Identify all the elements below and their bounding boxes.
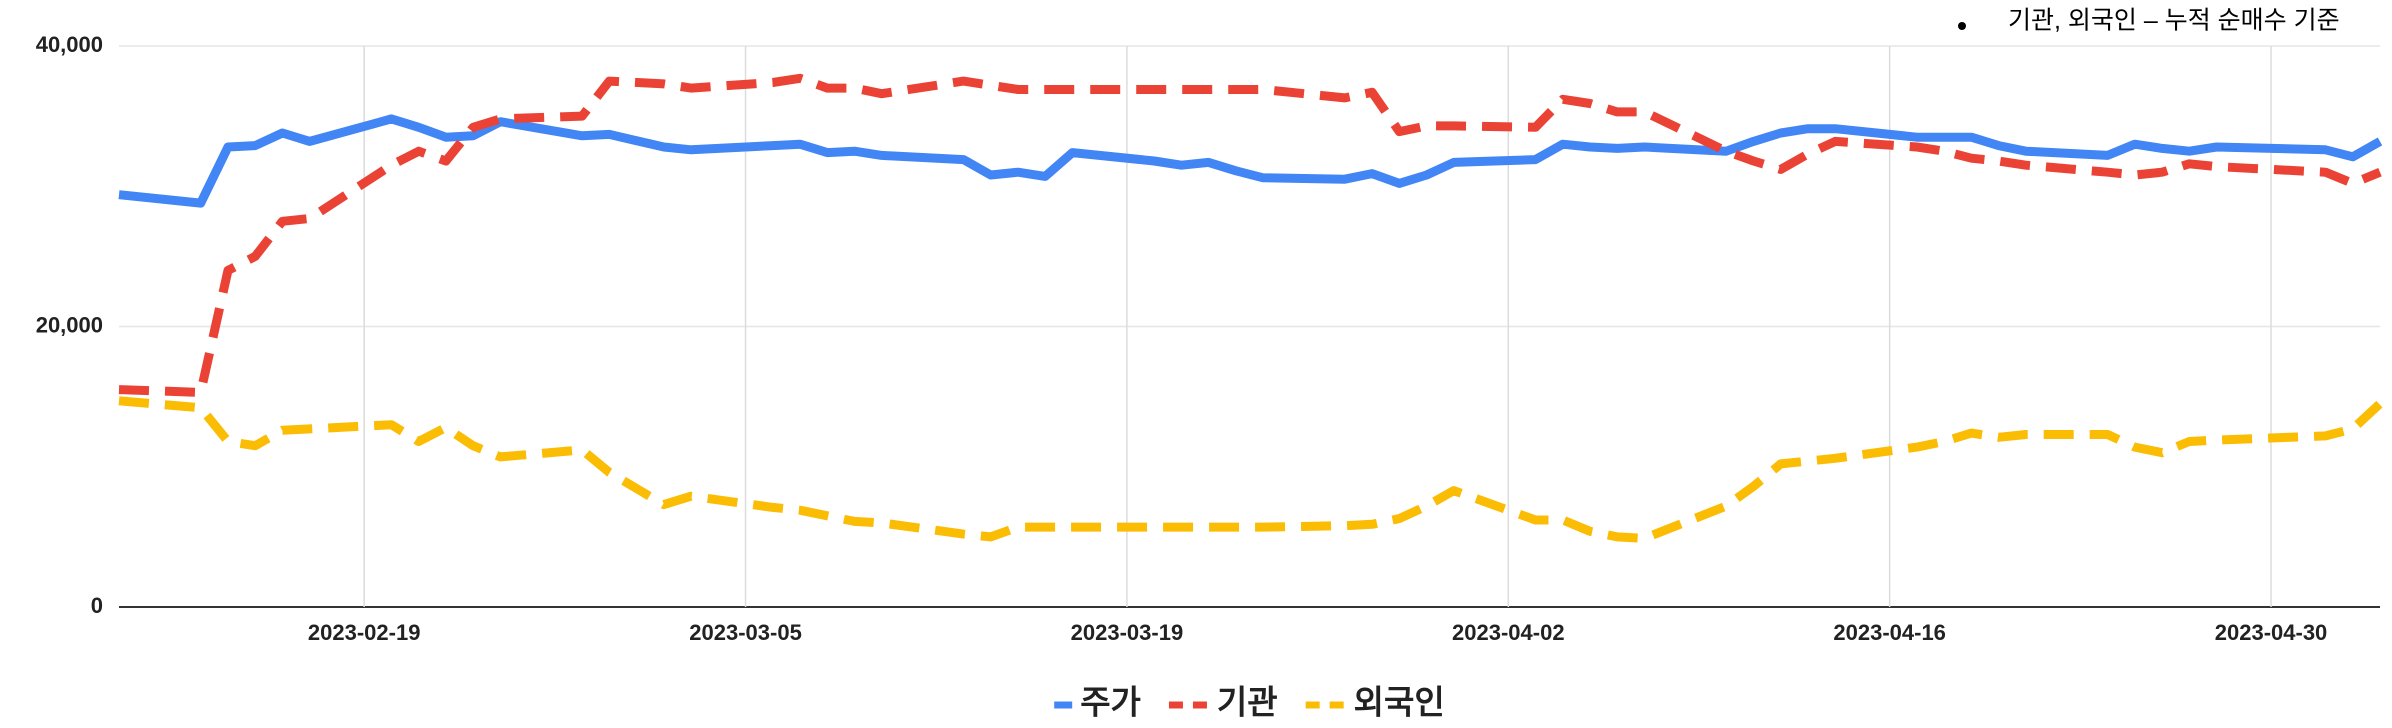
y-tick-label: 0	[91, 593, 103, 618]
x-tick-label: 2023-04-30	[2215, 620, 2328, 645]
legend-label: 기관	[1217, 684, 1278, 721]
legend-label: 외국인	[1354, 684, 1445, 721]
x-tick-label: 2023-03-19	[1071, 620, 1184, 645]
legend-label: 주가	[1080, 684, 1141, 721]
annotation-bullet	[1958, 22, 1966, 30]
y-tick-label: 40,000	[36, 32, 103, 57]
legend: 주가 기관 외국인	[1054, 684, 1445, 721]
annotation: 기관, 외국인 – 누적 순매수 기준	[2008, 7, 2340, 35]
x-tick-label: 2023-04-16	[1833, 620, 1946, 645]
x-tick-label: 2023-04-02	[1452, 620, 1565, 645]
y-tick-label: 20,000	[36, 312, 103, 337]
series-line	[118, 73, 2382, 397]
series-line	[118, 114, 2383, 208]
x-tick-label: 2023-03-05	[689, 620, 802, 645]
series-line	[118, 396, 2384, 543]
x-tick-label: 2023-02-19	[308, 620, 421, 645]
